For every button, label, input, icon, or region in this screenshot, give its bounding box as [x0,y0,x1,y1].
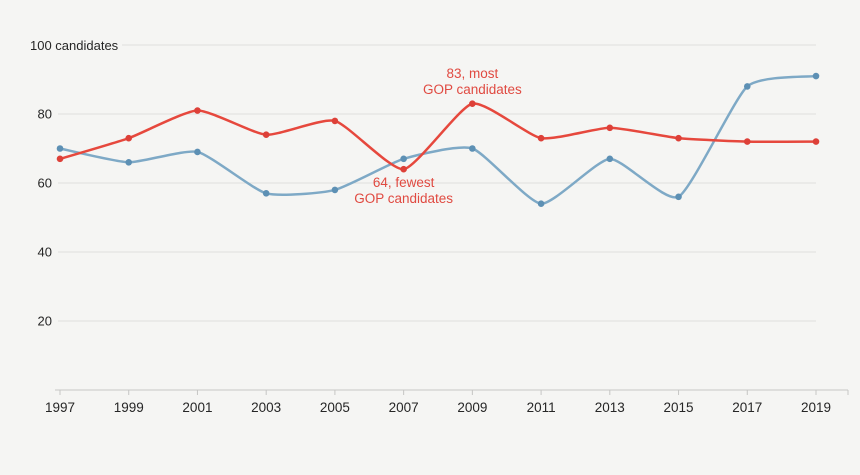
x-tick-label: 2005 [320,400,350,415]
annotation-line: 83, most [446,65,499,81]
x-tick-label: 1999 [114,400,144,415]
x-tick-label: 2019 [801,400,831,415]
data-point [400,155,407,163]
x-tick-label: 2015 [664,400,694,415]
annotation-most-gop: 83, most GOP candidates [423,66,522,98]
data-point [606,155,614,163]
data-point [56,155,64,163]
data-point [331,117,339,125]
data-point [469,100,476,107]
x-tick-label: 2009 [457,400,487,415]
data-point [743,83,751,90]
y-axis-unit-label: 100 candidates [30,38,119,53]
x-tick-label: 2003 [251,400,281,415]
annotation-fewest-gop: 64, fewest GOP candidates [354,175,453,207]
data-point [812,138,820,145]
data-point [400,165,407,173]
data-point [194,148,201,156]
data-point [262,131,270,138]
data-point [537,134,545,142]
y-tick-label: 80 [38,107,52,122]
data-point [743,138,751,145]
data-point [537,200,545,207]
x-tick-label: 2017 [732,400,762,415]
y-tick-label: 40 [38,245,52,260]
data-point [125,134,133,142]
y-tick-label: 20 [38,314,52,329]
data-point [125,159,133,166]
data-point [331,186,339,194]
data-point [262,190,270,197]
data-point [194,107,201,114]
data-point [812,72,820,80]
x-tick-label: 1997 [45,400,75,415]
x-tick-label: 2007 [389,400,419,415]
x-tick-label: 2001 [182,400,212,415]
x-tick-label: 2011 [527,400,556,415]
data-point [675,193,682,201]
x-tick-label: 2013 [595,400,625,415]
data-point [469,145,476,152]
data-point [606,124,614,132]
annotation-line: 64, fewest [372,175,435,191]
data-point [675,134,682,142]
data-point [56,145,64,152]
y-tick-label: 60 [38,176,52,191]
annotation-line: GOP candidates [354,191,454,207]
annotation-line: GOP candidates [422,81,522,97]
